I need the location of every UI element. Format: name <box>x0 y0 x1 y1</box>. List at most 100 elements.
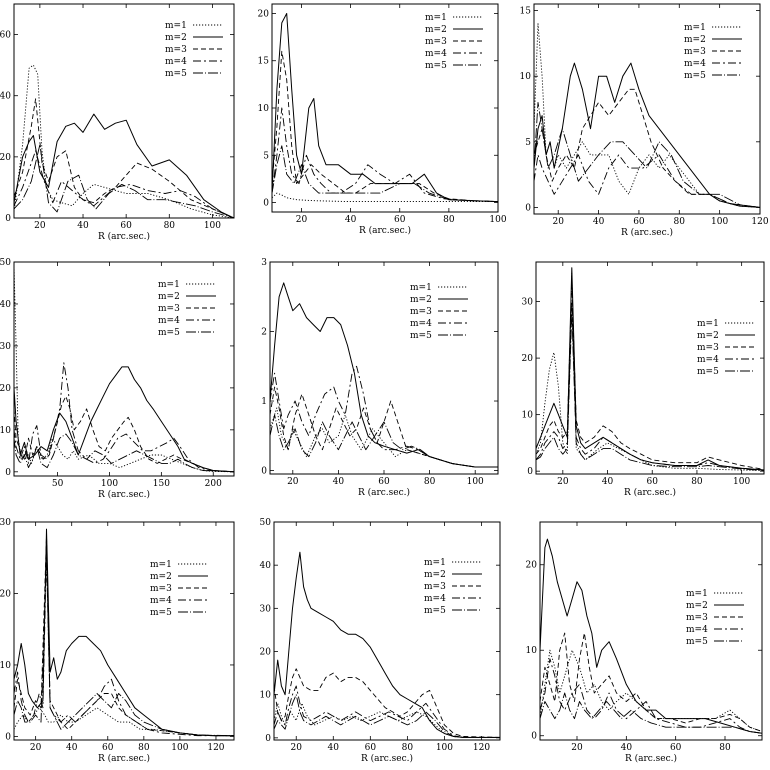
x-tick-label: 200 <box>205 479 222 489</box>
legend-label: m=3 <box>158 304 180 314</box>
y-tick-label: 10 <box>260 691 272 701</box>
series-line-m=4 <box>274 685 500 738</box>
legend-label: m=4 <box>684 59 706 69</box>
legend: m=1 m=2 m=3 m=4 m=5 <box>686 589 744 647</box>
series-line-m=4 <box>14 362 234 473</box>
x-axis-label: R (arc.sec.) <box>358 487 410 498</box>
series-line-m=2 <box>14 113 234 218</box>
series-line-m=2 <box>14 366 234 473</box>
y-tick-label: 20 <box>260 648 272 658</box>
legend: m=1 m=2 m=3 m=4 m=5 <box>150 560 208 618</box>
x-tick-label: 20 <box>571 743 583 753</box>
legend: m=1 m=2 m=3 m=4 m=5 <box>410 283 468 341</box>
y-tick-label: 3 <box>261 258 267 268</box>
series-line-m=3 <box>540 632 762 732</box>
series-line-m=5 <box>270 414 498 468</box>
x-tick-label: 40 <box>333 477 345 487</box>
series-line-m=3 <box>274 668 500 738</box>
series-line-m=4 <box>272 107 498 203</box>
x-tick-label: 50 <box>52 479 64 489</box>
x-tick-label: 40 <box>328 743 340 753</box>
series-line-m=1 <box>272 192 498 203</box>
series-line-m=4 <box>536 301 764 471</box>
x-tick-label: 60 <box>120 221 132 231</box>
x-axis-label: R (arc.sec.) <box>361 753 413 764</box>
y-tick-label: 10 <box>520 72 532 82</box>
y-tick-label: 0 <box>265 734 271 744</box>
x-tick-label: 40 <box>77 221 89 231</box>
panel-2: 20 40 60 80 100 0 5 10 15 20 R (arc.sec.) m=1 m=2 m=3… <box>258 3 507 236</box>
y-tick-label: 0 <box>5 214 11 224</box>
y-tick-label: 10 <box>258 104 270 114</box>
plot-frame <box>13 261 235 477</box>
panel-9: 20 40 60 80 0 10 20 R (arc.sec.) m=1 m=2 m=3 m=4 m=5 <box>526 521 763 764</box>
legend-label: m=3 <box>150 584 172 594</box>
legend: m=1 m=2 m=3 m=4 m=5 <box>425 13 483 71</box>
y-tick-label: 0 <box>5 732 11 742</box>
legend-label: m=3 <box>424 582 446 592</box>
y-tick-label: 10 <box>522 411 534 421</box>
series-line-m=1 <box>14 266 234 473</box>
y-tick-label: 20 <box>522 354 534 364</box>
series-line-m=3 <box>270 386 498 468</box>
y-tick-label: 0 <box>261 467 267 477</box>
series-line-m=1 <box>14 64 234 218</box>
x-tick-label: 20 <box>552 217 564 227</box>
plot-frame <box>271 3 499 213</box>
y-tick-label: 30 <box>0 518 11 528</box>
series-line-m=2 <box>534 62 760 208</box>
y-tick-label: 40 <box>0 92 11 102</box>
legend-label: m=4 <box>150 596 172 606</box>
x-tick-label: 40 <box>593 217 605 227</box>
x-axis-label: R (arc.sec.) <box>359 225 411 236</box>
x-tick-label: 60 <box>394 215 406 225</box>
y-tick-label: 50 <box>260 518 272 528</box>
series-line-m=4 <box>14 550 234 737</box>
series-line-m=1 <box>534 23 760 208</box>
x-tick-label: 100 <box>171 743 188 753</box>
y-tick-label: 30 <box>0 342 11 352</box>
legend-label: m=1 <box>425 13 447 23</box>
legend-label: m=5 <box>424 606 446 616</box>
legend-label: m=5 <box>697 367 719 377</box>
plot-frame <box>539 521 763 741</box>
plot-frame <box>13 3 235 219</box>
y-tick-label: 20 <box>258 9 270 19</box>
legend-label: m=1 <box>697 319 719 329</box>
legend-label: m=1 <box>686 589 708 599</box>
y-tick-label: 50 <box>0 258 11 268</box>
x-tick-label: 60 <box>633 217 645 227</box>
x-tick-label: 120 <box>207 743 224 753</box>
x-tick-label: 100 <box>733 477 750 487</box>
y-tick-label: 20 <box>0 384 11 394</box>
x-tick-label: 60 <box>102 743 114 753</box>
legend-label: m=3 <box>686 613 708 623</box>
legend: m=1 m=2 m=3 m=4 m=5 <box>684 23 742 81</box>
series-line-m=3 <box>534 88 760 208</box>
x-tick-label: 60 <box>647 477 659 487</box>
y-tick-label: 0 <box>5 468 11 478</box>
legend-label: m=4 <box>165 57 187 67</box>
legend-label: m=3 <box>410 307 432 317</box>
x-tick-label: 150 <box>153 479 170 489</box>
legend: m=1 m=2 m=3 m=4 m=5 <box>165 21 223 79</box>
x-tick-label: 80 <box>443 215 455 225</box>
series-line-m=5 <box>14 433 234 473</box>
plot-frame <box>273 521 501 741</box>
series-line-m=3 <box>14 98 234 218</box>
x-tick-label: 80 <box>424 477 436 487</box>
legend-label: m=1 <box>410 283 432 293</box>
x-tick-label: 120 <box>751 217 768 227</box>
plot-frame <box>13 521 235 741</box>
legend-label: m=1 <box>165 21 187 31</box>
x-tick-label: 20 <box>296 215 308 225</box>
x-tick-label: 20 <box>34 221 46 231</box>
legend-label: m=4 <box>424 594 446 604</box>
x-tick-label: 100 <box>489 215 506 225</box>
y-tick-label: 20 <box>526 561 538 571</box>
legend-label: m=4 <box>686 625 708 635</box>
legend-label: m=4 <box>158 316 180 326</box>
series-line-m=5 <box>274 694 500 738</box>
